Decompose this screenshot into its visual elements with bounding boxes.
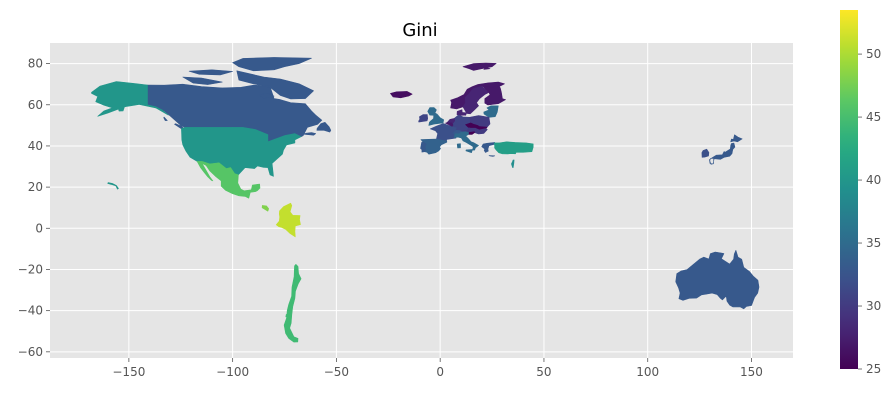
plot-area: −150 −100 −50 0 50 100 150 −60 −40 −20 0 20 40 60 80 <box>18 43 793 379</box>
region-finland <box>482 85 506 106</box>
y-tick-label: 0 <box>35 221 43 235</box>
region-italy <box>454 131 479 153</box>
y-tick-label: 80 <box>28 57 43 71</box>
y-tick-label: −60 <box>18 345 43 359</box>
region-turkey <box>494 141 534 155</box>
x-tick-label: 150 <box>740 365 763 379</box>
region-hawaii-usa <box>107 182 119 190</box>
y-tick-label: 60 <box>28 98 43 112</box>
region-newfoundland-canada <box>316 122 332 133</box>
colorbar-tick-label: 35 <box>866 236 881 250</box>
region-iceland <box>390 91 413 99</box>
region-costa-rica <box>261 205 269 212</box>
region-hungary <box>473 127 488 135</box>
region-colombia <box>275 202 301 238</box>
region-greece <box>481 142 496 157</box>
region-japan <box>709 134 743 165</box>
y-tick-label: −20 <box>18 262 43 276</box>
region-belgium <box>445 122 454 127</box>
region-canada <box>147 57 323 143</box>
x-tick-label: −100 <box>216 365 249 379</box>
region-alaska-usa <box>91 81 169 117</box>
colorbar-gradient <box>840 10 858 369</box>
x-tick-label: 0 <box>436 365 444 379</box>
y-tick-label: −40 <box>18 304 43 318</box>
region-australia <box>675 250 760 310</box>
colorbar-tick-label: 40 <box>866 173 881 187</box>
region-uk <box>427 107 444 126</box>
region-ireland <box>418 114 428 123</box>
y-tick-label: 20 <box>28 180 43 194</box>
region-layer <box>91 57 760 343</box>
region-chile <box>283 264 302 343</box>
colorbar-tick-label: 50 <box>866 47 881 61</box>
region-portugal <box>420 141 427 153</box>
region-baltics <box>483 105 499 118</box>
y-tick-label: 40 <box>28 139 43 153</box>
x-tick-label: 50 <box>536 365 551 379</box>
region-svalbard-norway <box>462 62 497 71</box>
region-israel <box>511 159 515 168</box>
colorbar-tick-label: 45 <box>866 110 881 124</box>
region-korea <box>701 148 710 158</box>
region-sweden <box>462 86 490 115</box>
colorbar: 25 30 35 40 45 50 <box>840 10 881 376</box>
region-denmark <box>456 109 467 116</box>
colorbar-tick-label: 25 <box>866 362 881 376</box>
x-tick-label: −150 <box>112 365 145 379</box>
x-tick-label: 100 <box>636 365 659 379</box>
x-tick-label: −50 <box>324 365 349 379</box>
chart-title: Gini <box>402 20 437 41</box>
region-mexico <box>196 161 261 199</box>
colorbar-tick-label: 30 <box>866 299 881 313</box>
